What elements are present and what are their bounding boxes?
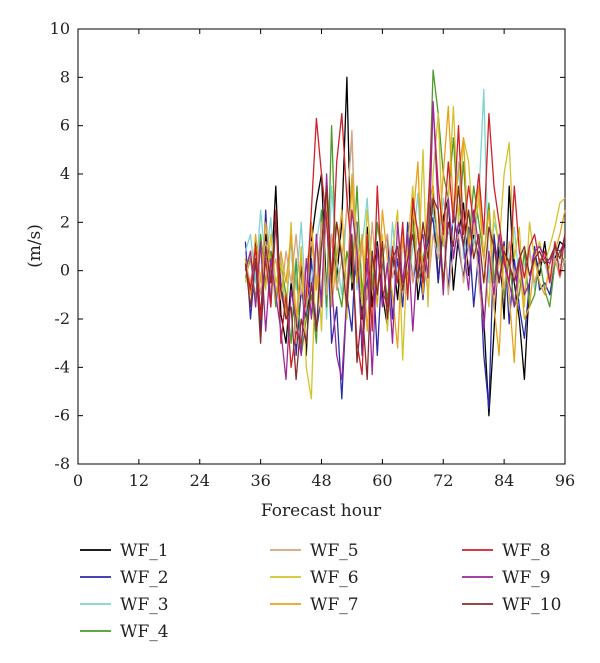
x-axis: 0 12 24 36 48 60 72 84 96 <box>73 29 575 490</box>
y-axis: -8 -6 -4 -2 0 2 4 6 8 10 <box>50 19 565 473</box>
x-tick-label: 84 <box>494 471 514 490</box>
y-tick-label: 6 <box>60 116 70 135</box>
x-tick-label: 24 <box>190 471 210 490</box>
legend-label: WF_7 <box>310 595 359 615</box>
legend-label: WF_1 <box>120 541 169 561</box>
legend-label: WF_2 <box>120 568 169 588</box>
y-tick-label: 8 <box>60 67 70 86</box>
y-tick-label: -4 <box>54 357 70 376</box>
y-tick-label: -6 <box>54 406 70 425</box>
legend-label: WF_6 <box>310 568 359 588</box>
series-line-wf-7 <box>244 105 566 364</box>
series-line-wf-10 <box>244 185 566 381</box>
legend-label: WF_9 <box>502 568 551 588</box>
x-tick-label: 48 <box>311 471 331 490</box>
legend: WF_1 WF_2 WF_3 WF_4 WF_5 WF_6 WF_7 WF_8 WF_9 WF_1… <box>80 541 561 642</box>
series-line-wf-9 <box>244 100 566 381</box>
y-tick-label: -8 <box>54 454 70 473</box>
x-tick-label: 0 <box>73 471 83 490</box>
y-tick-label: -2 <box>54 309 70 328</box>
x-tick-label: 36 <box>250 471 270 490</box>
plot-area <box>77 28 566 465</box>
x-tick-label: 12 <box>129 471 149 490</box>
x-axis-label: Forecast hour <box>261 501 382 521</box>
series-layer <box>244 69 566 417</box>
y-tick-label: 2 <box>60 212 70 231</box>
legend-label: WF_10 <box>502 595 561 615</box>
series-line-wf-1 <box>244 76 566 417</box>
legend-label: WF_3 <box>120 595 169 615</box>
legend-label: WF_5 <box>310 541 359 561</box>
legend-label: WF_4 <box>120 622 169 642</box>
y-tick-label: 4 <box>60 164 70 183</box>
y-axis-label: (m/s) <box>25 224 45 268</box>
x-tick-label: 72 <box>433 471 453 490</box>
x-tick-label: 60 <box>372 471 392 490</box>
y-tick-label: 0 <box>60 261 70 280</box>
x-tick-label: 96 <box>555 471 575 490</box>
y-tick-label: 10 <box>50 19 70 38</box>
legend-label: WF_8 <box>502 541 551 561</box>
